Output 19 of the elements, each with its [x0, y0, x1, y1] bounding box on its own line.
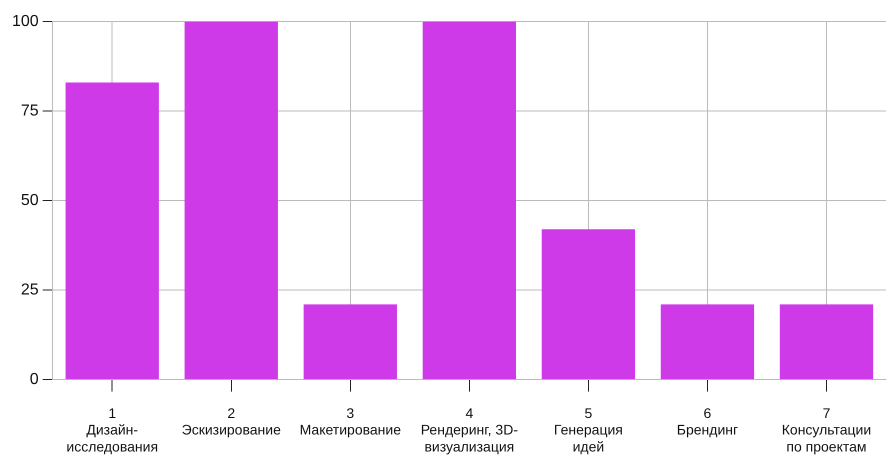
x-tick-label: 7 Консультации по проектам [782, 404, 872, 454]
x-tick-label: 2 Эскизирование [182, 404, 282, 438]
bar [184, 22, 278, 380]
x-tick-label: 1 Дизайн- исследования [66, 404, 158, 454]
bar [542, 229, 636, 380]
bar [304, 304, 397, 380]
y-tick-label: 25 [20, 282, 39, 299]
x-tick-label: 5 Генерация идей [554, 404, 623, 454]
x-tick-label: 6 Брендинг [676, 404, 738, 438]
y-tick-label: 75 [20, 102, 39, 120]
bar [780, 304, 874, 380]
y-tick-label: 0 [30, 371, 39, 388]
y-tick-label: 50 [20, 192, 39, 210]
x-tick-label: 3 Макетирование [300, 404, 402, 438]
x-tick-label: 4 Рендеринг, 3D- визуализация [420, 404, 518, 454]
bar [66, 82, 159, 380]
bar [422, 22, 516, 380]
bar [660, 304, 754, 380]
y-tick-label: 100 [12, 13, 39, 30]
